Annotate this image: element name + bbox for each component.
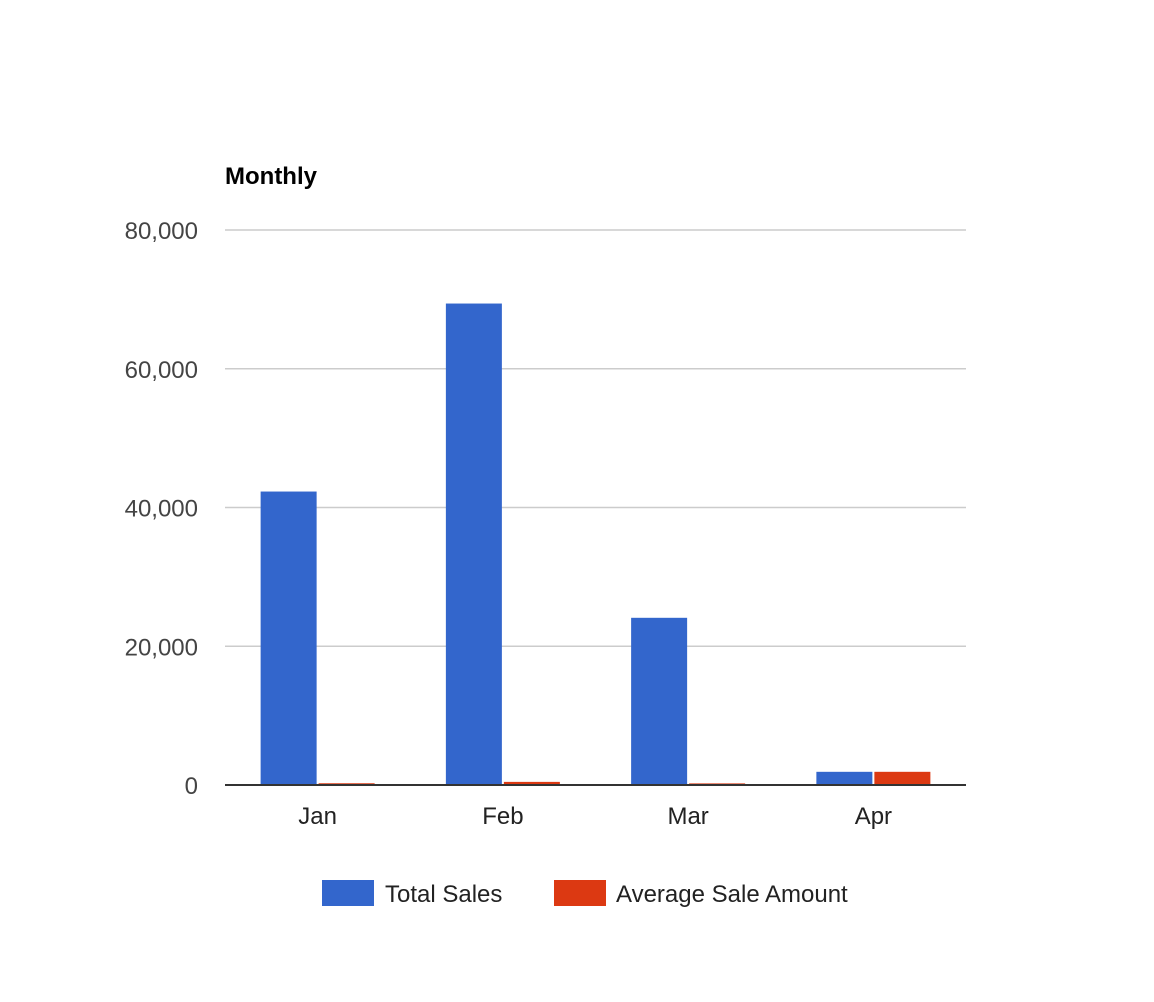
legend-swatch-total-sales — [322, 880, 374, 906]
legend: Total Sales Average Sale Amount — [322, 880, 848, 908]
legend-swatch-average-sale-amount — [554, 880, 606, 906]
y-tick-label: 0 — [185, 773, 198, 800]
x-axis-labels: Jan Feb Mar Apr — [298, 803, 892, 830]
x-tick-label-apr: Apr — [855, 803, 892, 830]
gridlines — [225, 229, 966, 647]
legend-label-total-sales: Total Sales — [385, 881, 502, 908]
bar-total-sales-apr — [816, 771, 873, 785]
chart-title: Monthly — [225, 163, 318, 190]
bar-total-sales-mar — [631, 617, 688, 785]
bar-average-sale-amount-feb — [503, 781, 560, 785]
x-tick-label-mar: Mar — [667, 803, 708, 830]
bar-total-sales-feb — [445, 303, 502, 785]
x-tick-label-feb: Feb — [482, 803, 523, 830]
legend-label-average-sale-amount: Average Sale Amount — [616, 881, 848, 908]
y-tick-label: 80,000 — [125, 218, 198, 245]
bars — [260, 303, 931, 785]
bar-total-sales-jan — [260, 491, 317, 785]
bar-average-sale-amount-apr — [874, 771, 931, 785]
y-tick-label: 60,000 — [125, 357, 198, 384]
y-tick-label: 40,000 — [125, 496, 198, 523]
x-tick-label-jan: Jan — [298, 803, 337, 830]
y-tick-label: 20,000 — [125, 634, 198, 661]
y-axis-ticks: 0 20,000 40,000 60,000 80,000 — [125, 218, 198, 800]
